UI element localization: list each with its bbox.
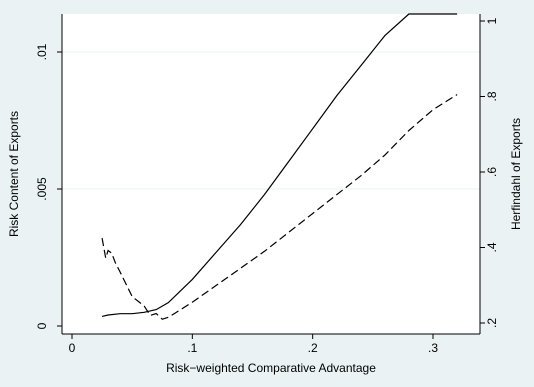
series-line-2 xyxy=(101,94,458,320)
series-line-1 xyxy=(101,13,458,317)
y-left-tick-label: .005 xyxy=(35,177,49,201)
y-right-tick-label: .4 xyxy=(485,242,499,252)
y-right-tick-label: .6 xyxy=(485,167,499,177)
y-axis-left-title: Risk Content of Exports xyxy=(7,111,21,237)
grid xyxy=(62,51,480,190)
x-tick-label: .2 xyxy=(308,341,318,355)
axes xyxy=(57,14,485,339)
y-right-tick-label: .8 xyxy=(485,91,499,101)
x-tick-label: .3 xyxy=(428,341,438,355)
labels: 0 .1 .2 .3 0 .005 .01 .2 .4 .6 .8 1 Risk−weighted Co… xyxy=(7,17,523,375)
y-axis-right-title: Herfindahl of Exports xyxy=(509,118,523,230)
plot-background xyxy=(62,14,480,334)
series xyxy=(101,13,458,320)
y-left-tick-label: 0 xyxy=(35,322,49,329)
y-left-tick-label: .01 xyxy=(35,43,49,60)
x-tick-label: 0 xyxy=(69,341,76,355)
x-tick-label: .1 xyxy=(187,341,197,355)
x-axis-title: Risk−weighted Comparative Advantage xyxy=(166,361,376,375)
y-right-tick-label: .2 xyxy=(485,318,499,328)
y-right-tick-label: 1 xyxy=(485,17,499,24)
